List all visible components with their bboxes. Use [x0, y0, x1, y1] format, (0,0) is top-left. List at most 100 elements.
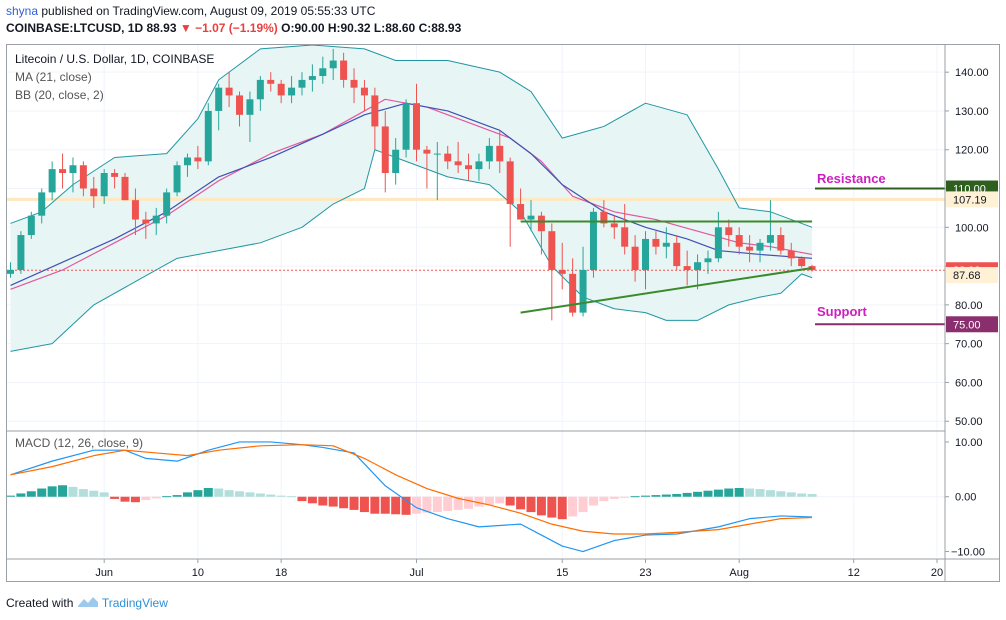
candle [194, 145, 202, 170]
candle [246, 91, 254, 142]
macd-legend: MACD (12, 26, close, 9) [15, 436, 143, 450]
candle [204, 103, 212, 166]
time-tick-label: 23 [639, 567, 651, 579]
candle [662, 227, 670, 259]
candle-body [475, 161, 483, 170]
macd-line [10, 441, 813, 553]
macd-histogram-bar [526, 496, 536, 513]
macd-histogram-bar [536, 496, 546, 516]
candle-body [79, 165, 87, 189]
macd-histogram-bar [151, 496, 161, 499]
macd-histogram-bar [672, 494, 682, 497]
candle [298, 72, 306, 96]
macd-histogram-bar [287, 496, 297, 498]
candle-body [725, 227, 733, 236]
candle [392, 138, 400, 185]
macd-histogram-bar [359, 496, 369, 513]
candle [59, 153, 67, 189]
candle [631, 235, 639, 282]
macd-histogram-bar [682, 492, 692, 497]
candle [569, 258, 577, 317]
macd-histogram-bar [47, 486, 57, 497]
macd-histogram-bar [224, 490, 234, 497]
candle-body [308, 76, 316, 80]
candle-body [90, 188, 98, 197]
macd-histogram-bar [349, 496, 359, 510]
candle-body [7, 269, 14, 274]
macd-histogram-bar [599, 496, 609, 502]
macd-histogram-bar [297, 496, 307, 502]
macd-histogram-bar [339, 496, 349, 509]
candle-body [194, 157, 202, 162]
candle [121, 173, 129, 201]
time-tick-label: 18 [275, 567, 287, 579]
macd-histogram-bar [630, 496, 640, 498]
macd-histogram-bar [78, 489, 88, 497]
candle-body [610, 223, 618, 228]
bollinger-basis-line [10, 98, 813, 290]
macd-histogram-bar [370, 496, 380, 514]
candle [704, 250, 712, 274]
macd-histogram-bar [641, 495, 651, 497]
bollinger-upper-line [10, 44, 813, 228]
macd-histogram-bar [755, 489, 765, 497]
candle [787, 242, 795, 267]
macd-histogram-bar [58, 485, 68, 497]
author-name[interactable]: shyna [6, 4, 39, 18]
ma-legend: MA (21, close) [15, 70, 92, 84]
macd-tick-label: 0.00 [955, 492, 976, 504]
candle-body [454, 161, 462, 166]
chart-frame[interactable]: 50.0060.0070.0080.0090.00100.00110.00120… [6, 44, 1000, 582]
time-tick-label: Jun [95, 567, 113, 579]
candle [371, 87, 379, 150]
macd-histogram-bar [703, 490, 713, 497]
price-tick-label: 120.00 [955, 145, 989, 157]
candle [256, 76, 264, 111]
symbol-line: COINBASE:LTCUSD, 1D [6, 21, 144, 35]
macd-histogram-bar [182, 492, 192, 497]
price-pane [7, 44, 945, 557]
time-tick-label: 20 [931, 567, 943, 579]
macd-histogram-bar [422, 496, 432, 513]
signal-line [10, 444, 813, 535]
candle-body [746, 246, 754, 251]
candle [340, 52, 348, 88]
candle-body [48, 169, 56, 193]
candle-body [277, 83, 285, 96]
last-price: 88.93 [146, 21, 177, 35]
candle-body [714, 227, 722, 259]
candle [17, 231, 25, 274]
macd-histogram-bar [464, 496, 474, 509]
time-tick-label: Jul [409, 567, 423, 579]
candle [756, 238, 764, 263]
candle [548, 223, 556, 321]
macd-histogram-bar [380, 496, 390, 514]
candle-body [173, 165, 181, 193]
candle [163, 188, 171, 224]
macd-histogram-bar [734, 487, 744, 497]
candle-body [496, 145, 504, 162]
candle-body [548, 231, 556, 270]
tradingview-brand[interactable]: TradingView [101, 596, 168, 610]
macd-histogram-bar [807, 494, 817, 497]
macd-histogram-bar [245, 492, 255, 497]
price-tick-label: 70.00 [955, 339, 983, 351]
time-tick-label: 12 [848, 567, 860, 579]
macd-histogram-bar [568, 496, 578, 517]
upper-band-price-label-bg [946, 191, 998, 208]
candle-body [225, 87, 233, 96]
candle [610, 215, 618, 239]
chart-canvas[interactable]: 50.0060.0070.0080.0090.00100.00110.00120… [6, 44, 999, 581]
price-tick-label: 50.00 [955, 416, 983, 428]
macd-histogram-bar [505, 496, 515, 506]
macd-histogram-bar [651, 495, 661, 497]
candle [111, 169, 119, 189]
candle [48, 161, 56, 201]
candle-body [662, 242, 670, 247]
macd-histogram-bar [432, 496, 442, 513]
macd-histogram-bar [516, 496, 526, 510]
time-tick-label: 10 [192, 567, 204, 579]
rising-support-trendline [520, 267, 813, 314]
candle [412, 83, 420, 162]
candle [131, 188, 139, 236]
